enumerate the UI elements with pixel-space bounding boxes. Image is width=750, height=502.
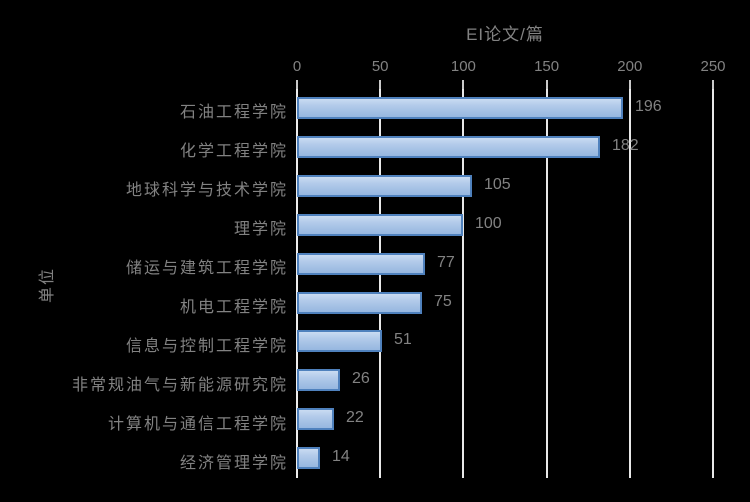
bar [297, 447, 320, 470]
bar-value-label: 182 [612, 136, 639, 154]
bar [297, 213, 463, 236]
bar-row: 182 [297, 128, 713, 167]
category-label: 计算机与通信工程学院 [107, 415, 288, 433]
x-tick-label: 0 [292, 58, 302, 75]
bar [297, 97, 623, 119]
bar [297, 135, 600, 158]
bar-row: 100 [297, 206, 713, 245]
x-tick-mark [462, 80, 465, 89]
bar-row: 75 [297, 284, 713, 323]
x-tick-mark [628, 80, 631, 89]
category-label: 地球科学与技术学院 [125, 182, 288, 200]
bar-row: 105 [297, 167, 713, 206]
bar-value-label: 77 [437, 253, 455, 271]
gridline [545, 89, 548, 478]
category-label: 信息与控制工程学院 [125, 337, 288, 355]
category-axis-line [296, 89, 298, 478]
bar [297, 369, 340, 392]
bar-value-label: 51 [394, 331, 412, 349]
x-tick-label: 100 [450, 58, 476, 75]
bar [297, 330, 382, 353]
bar-row: 14 [297, 439, 713, 478]
category-label: 非常规油气与新能源研究院 [71, 376, 288, 394]
chart-title: EI论文/篇 [466, 25, 544, 44]
x-tick-mark [379, 80, 382, 89]
gridline [379, 89, 382, 478]
x-tick-label: 150 [534, 58, 560, 75]
bar-row: 22 [297, 400, 713, 439]
bar-value-label: 100 [475, 214, 502, 232]
bar-value-label: 105 [484, 175, 511, 193]
category-label: 化学工程学院 [179, 143, 288, 161]
bar-value-label: 75 [434, 292, 452, 310]
x-tick-mark [545, 80, 548, 89]
bar-value-label: 26 [352, 370, 370, 388]
category-label: 储运与建筑工程学院 [125, 260, 288, 278]
category-label: 石油工程学院 [179, 104, 288, 122]
bar-row: 26 [297, 361, 713, 400]
category-label: 理学院 [233, 221, 288, 239]
x-tick-label: 200 [617, 58, 643, 75]
x-tick-label: 50 [371, 58, 389, 75]
category-label: 经济管理学院 [179, 454, 288, 472]
category-axis-labels: 石油工程学院 化学工程学院地球科学与技术学院理学院储运与建筑工程学院机电工程学院信… [30, 89, 288, 478]
bar-row: 196 [297, 89, 713, 128]
x-tick-mark [712, 80, 714, 89]
x-tick-label: 250 [700, 58, 726, 75]
bar-value-label: 14 [332, 448, 350, 466]
bar-value-label: 22 [346, 409, 364, 427]
gridline [462, 89, 465, 478]
bar [297, 252, 425, 275]
bar [297, 291, 422, 314]
bar-row: 51 [297, 322, 713, 361]
gridline [628, 89, 631, 478]
bar-row: 77 [297, 245, 713, 284]
plot-area: 196 182 105 100 77 75 51 26 22 14 [296, 89, 714, 478]
x-tick-mark [296, 80, 298, 89]
gridline [712, 89, 714, 478]
bar-value-label: 196 [635, 98, 662, 115]
bar [297, 174, 472, 197]
category-label: 机电工程学院 [179, 298, 288, 316]
bar [297, 408, 334, 431]
